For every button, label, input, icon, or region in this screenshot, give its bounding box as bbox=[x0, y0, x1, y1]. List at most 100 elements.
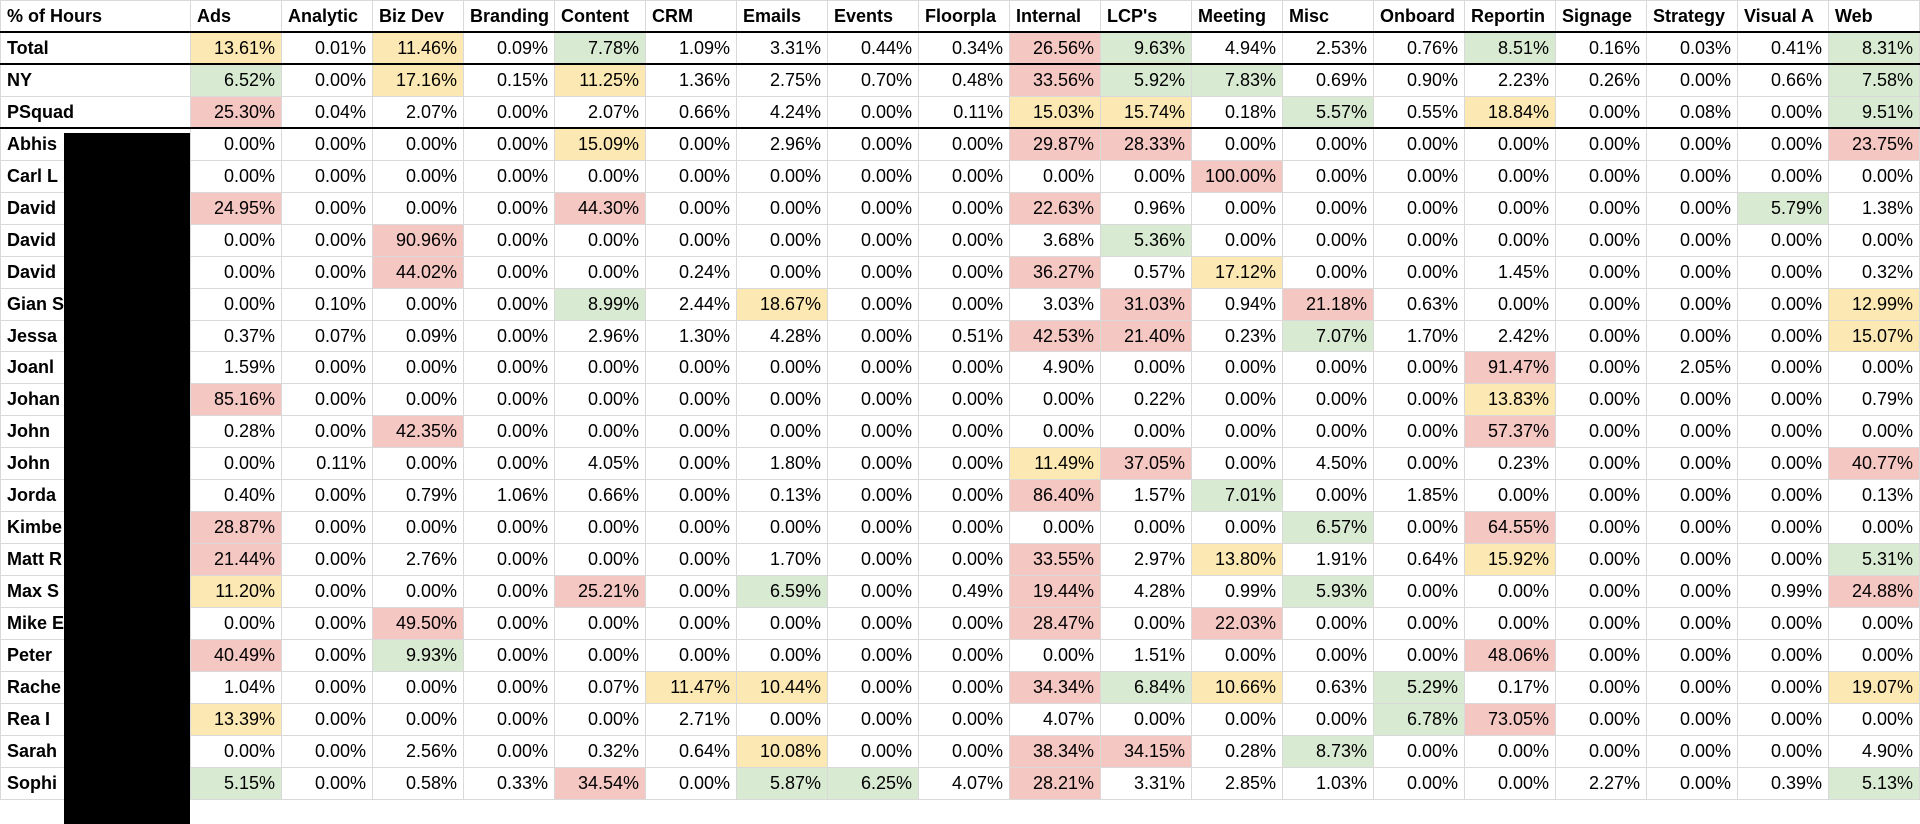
percent-cell: 0.00% bbox=[1646, 223, 1738, 257]
percent-cell: 0.00% bbox=[1646, 127, 1738, 161]
percent-cell: 0.00% bbox=[1373, 159, 1465, 193]
percent-cell: 0.00% bbox=[463, 191, 555, 225]
percent-cell: 0.00% bbox=[372, 671, 464, 704]
percent-cell: 13.83% bbox=[1464, 383, 1556, 417]
percent-cell: 0.00% bbox=[372, 383, 464, 417]
percent-cell: 0.00% bbox=[1555, 734, 1647, 768]
percent-cell: 5.31% bbox=[1828, 543, 1920, 577]
percent-cell: 0.00% bbox=[1828, 511, 1920, 545]
percent-cell: 0.00% bbox=[1191, 702, 1283, 736]
percent-cell: 0.00% bbox=[1828, 607, 1920, 641]
percent-cell: 0.00% bbox=[372, 575, 464, 609]
percent-cell: 0.00% bbox=[1555, 479, 1647, 513]
percent-cell: 0.00% bbox=[554, 543, 646, 577]
percent-cell: 21.40% bbox=[1100, 319, 1192, 353]
percent-cell: 0.63% bbox=[1373, 287, 1465, 321]
percent-cell: 0.00% bbox=[463, 607, 555, 641]
percent-cell: 0.00% bbox=[1373, 415, 1465, 449]
table-row: Abhis 0.00% 0.00% 0.00% 0.00% 15.09% 0.00% 2.96… bbox=[0, 127, 1920, 161]
percent-cell: 0.57% bbox=[1100, 255, 1192, 289]
percent-cell: 0.00% bbox=[827, 702, 919, 736]
percent-cell: 0.00% bbox=[1282, 223, 1374, 257]
percent-cell: 4.24% bbox=[736, 95, 828, 130]
percent-cell: 0.00% bbox=[918, 479, 1010, 513]
percent-cell: 0.00% bbox=[1373, 575, 1465, 609]
percent-cell: 0.58% bbox=[372, 766, 464, 800]
row-label: PSquad bbox=[0, 95, 191, 130]
percent-cell: 0.32% bbox=[1828, 255, 1920, 289]
percent-cell: 11.25% bbox=[554, 63, 646, 97]
percent-cell: 0.00% bbox=[554, 639, 646, 673]
column-header: % of Hours bbox=[0, 0, 191, 34]
percent-cell: 0.00% bbox=[827, 734, 919, 768]
column-header: LCP's bbox=[1100, 0, 1192, 34]
percent-cell: 0.00% bbox=[827, 191, 919, 225]
percent-cell: 0.00% bbox=[645, 191, 737, 225]
percent-cell: 0.70% bbox=[827, 63, 919, 97]
percent-cell: 0.00% bbox=[1646, 671, 1738, 704]
percent-cell: 0.11% bbox=[281, 447, 373, 481]
percent-cell: 0.00% bbox=[1737, 639, 1829, 673]
percent-cell: 9.51% bbox=[1828, 95, 1920, 130]
percent-cell: 0.00% bbox=[1737, 415, 1829, 449]
percent-cell: 0.00% bbox=[645, 479, 737, 513]
percent-cell: 0.34% bbox=[918, 31, 1010, 66]
percent-cell: 0.00% bbox=[1828, 351, 1920, 385]
percent-cell: 0.00% bbox=[827, 319, 919, 353]
percent-cell: 0.00% bbox=[281, 383, 373, 417]
percent-cell: 22.03% bbox=[1191, 607, 1283, 641]
percent-cell: 11.49% bbox=[1009, 447, 1101, 481]
percent-cell: 0.00% bbox=[281, 671, 373, 704]
percent-cell: 0.40% bbox=[190, 479, 282, 513]
percent-cell: 0.00% bbox=[827, 447, 919, 481]
percent-cell: 0.00% bbox=[1737, 287, 1829, 321]
percent-cell: 8.31% bbox=[1828, 31, 1920, 66]
percent-cell: 2.76% bbox=[372, 543, 464, 577]
percent-cell: 0.00% bbox=[1100, 351, 1192, 385]
column-header: Signage bbox=[1555, 0, 1647, 34]
percent-cell: 0.00% bbox=[827, 671, 919, 704]
percent-cell: 6.25% bbox=[827, 766, 919, 800]
percent-cell: 1.38% bbox=[1828, 191, 1920, 225]
percent-cell: 0.00% bbox=[918, 734, 1010, 768]
percent-cell: 90.96% bbox=[372, 223, 464, 257]
percent-cell: 0.00% bbox=[645, 639, 737, 673]
percent-cell: 0.00% bbox=[918, 223, 1010, 257]
percent-cell: 100.00% bbox=[1191, 159, 1283, 193]
percent-cell: 0.00% bbox=[1737, 702, 1829, 736]
percent-cell: 0.00% bbox=[1009, 159, 1101, 193]
table-row: Rea I 13.39% 0.00% 0.00% 0.00% 0.00% 2.71% 0.00… bbox=[0, 702, 1920, 736]
percent-cell: 1.59% bbox=[190, 351, 282, 385]
percent-cell: 0.00% bbox=[463, 383, 555, 417]
percent-cell: 0.00% bbox=[645, 127, 737, 161]
percent-cell: 0.64% bbox=[645, 734, 737, 768]
percent-cell: 0.00% bbox=[281, 159, 373, 193]
percent-cell: 4.28% bbox=[736, 319, 828, 353]
percent-cell: 2.85% bbox=[1191, 766, 1283, 800]
percent-cell: 0.00% bbox=[281, 351, 373, 385]
percent-cell: 0.63% bbox=[1282, 671, 1374, 704]
percent-cell: 0.00% bbox=[1737, 351, 1829, 385]
percent-cell: 2.71% bbox=[645, 702, 737, 736]
percent-cell: 5.87% bbox=[736, 766, 828, 800]
percent-cell: 2.75% bbox=[736, 63, 828, 97]
percent-cell: 0.00% bbox=[463, 447, 555, 481]
percent-cell: 5.29% bbox=[1373, 671, 1465, 704]
table-row: David 0.00% 0.00% 44.02% 0.00% 0.00% 0.24% 0.00… bbox=[0, 255, 1920, 289]
percent-cell: 5.36% bbox=[1100, 223, 1192, 257]
percent-cell: 86.40% bbox=[1009, 479, 1101, 513]
percent-cell: 0.00% bbox=[1373, 766, 1465, 800]
percent-cell: 0.00% bbox=[827, 511, 919, 545]
percent-cell: 0.03% bbox=[1646, 31, 1738, 66]
percent-cell: 0.00% bbox=[1373, 734, 1465, 768]
percent-cell: 0.00% bbox=[1646, 319, 1738, 353]
percent-cell: 0.00% bbox=[827, 543, 919, 577]
table-row: Kimbe 28.87% 0.00% 0.00% 0.00% 0.00% 0.00% 0.00… bbox=[0, 511, 1920, 545]
percent-cell: 57.37% bbox=[1464, 415, 1556, 449]
percent-cell: 0.00% bbox=[645, 766, 737, 800]
percent-cell: 0.00% bbox=[918, 511, 1010, 545]
percent-cell: 4.07% bbox=[918, 766, 1010, 800]
percent-cell: 91.47% bbox=[1464, 351, 1556, 385]
percent-cell: 0.00% bbox=[1464, 191, 1556, 225]
